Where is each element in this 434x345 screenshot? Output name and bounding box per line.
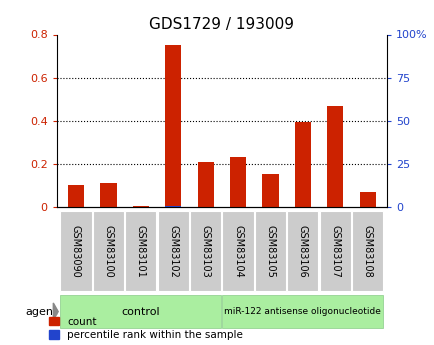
Bar	[326, 106, 342, 207]
Text: miR-122 antisense oligonucleotide: miR-122 antisense oligonucleotide	[224, 307, 381, 316]
Bar	[132, 206, 148, 207]
Bar	[60, 211, 91, 291]
Text: GSM83107: GSM83107	[329, 225, 339, 278]
Bar	[222, 295, 382, 328]
Polygon shape	[53, 303, 58, 320]
Text: GSM83101: GSM83101	[135, 225, 145, 278]
Bar	[165, 206, 181, 207]
Bar	[157, 211, 188, 291]
Text: GSM83102: GSM83102	[168, 225, 178, 278]
Bar	[230, 157, 246, 207]
Bar	[165, 45, 181, 207]
Text: GSM83100: GSM83100	[103, 225, 113, 278]
Bar	[254, 211, 286, 291]
Text: GSM83106: GSM83106	[297, 225, 307, 278]
Bar	[197, 162, 213, 207]
Text: GSM83108: GSM83108	[362, 225, 372, 278]
Bar	[68, 186, 84, 207]
Bar	[190, 211, 221, 291]
Text: GSM83090: GSM83090	[71, 225, 81, 278]
Bar	[222, 211, 253, 291]
Legend: count, percentile rank within the sample: count, percentile rank within the sample	[49, 317, 243, 340]
Bar	[352, 211, 382, 291]
Bar	[359, 192, 375, 207]
Text: GSM83105: GSM83105	[265, 225, 275, 278]
Title: GDS1729 / 193009: GDS1729 / 193009	[149, 17, 294, 32]
Text: GSM83103: GSM83103	[200, 225, 210, 278]
Bar	[92, 211, 124, 291]
Bar	[60, 295, 221, 328]
Text: agent: agent	[26, 307, 58, 317]
Bar	[319, 211, 350, 291]
Bar	[262, 174, 278, 207]
Text: control: control	[121, 307, 160, 317]
Bar	[100, 183, 116, 207]
Text: GSM83104: GSM83104	[233, 225, 243, 278]
Bar	[125, 211, 156, 291]
Bar	[294, 122, 310, 207]
Bar	[287, 211, 318, 291]
